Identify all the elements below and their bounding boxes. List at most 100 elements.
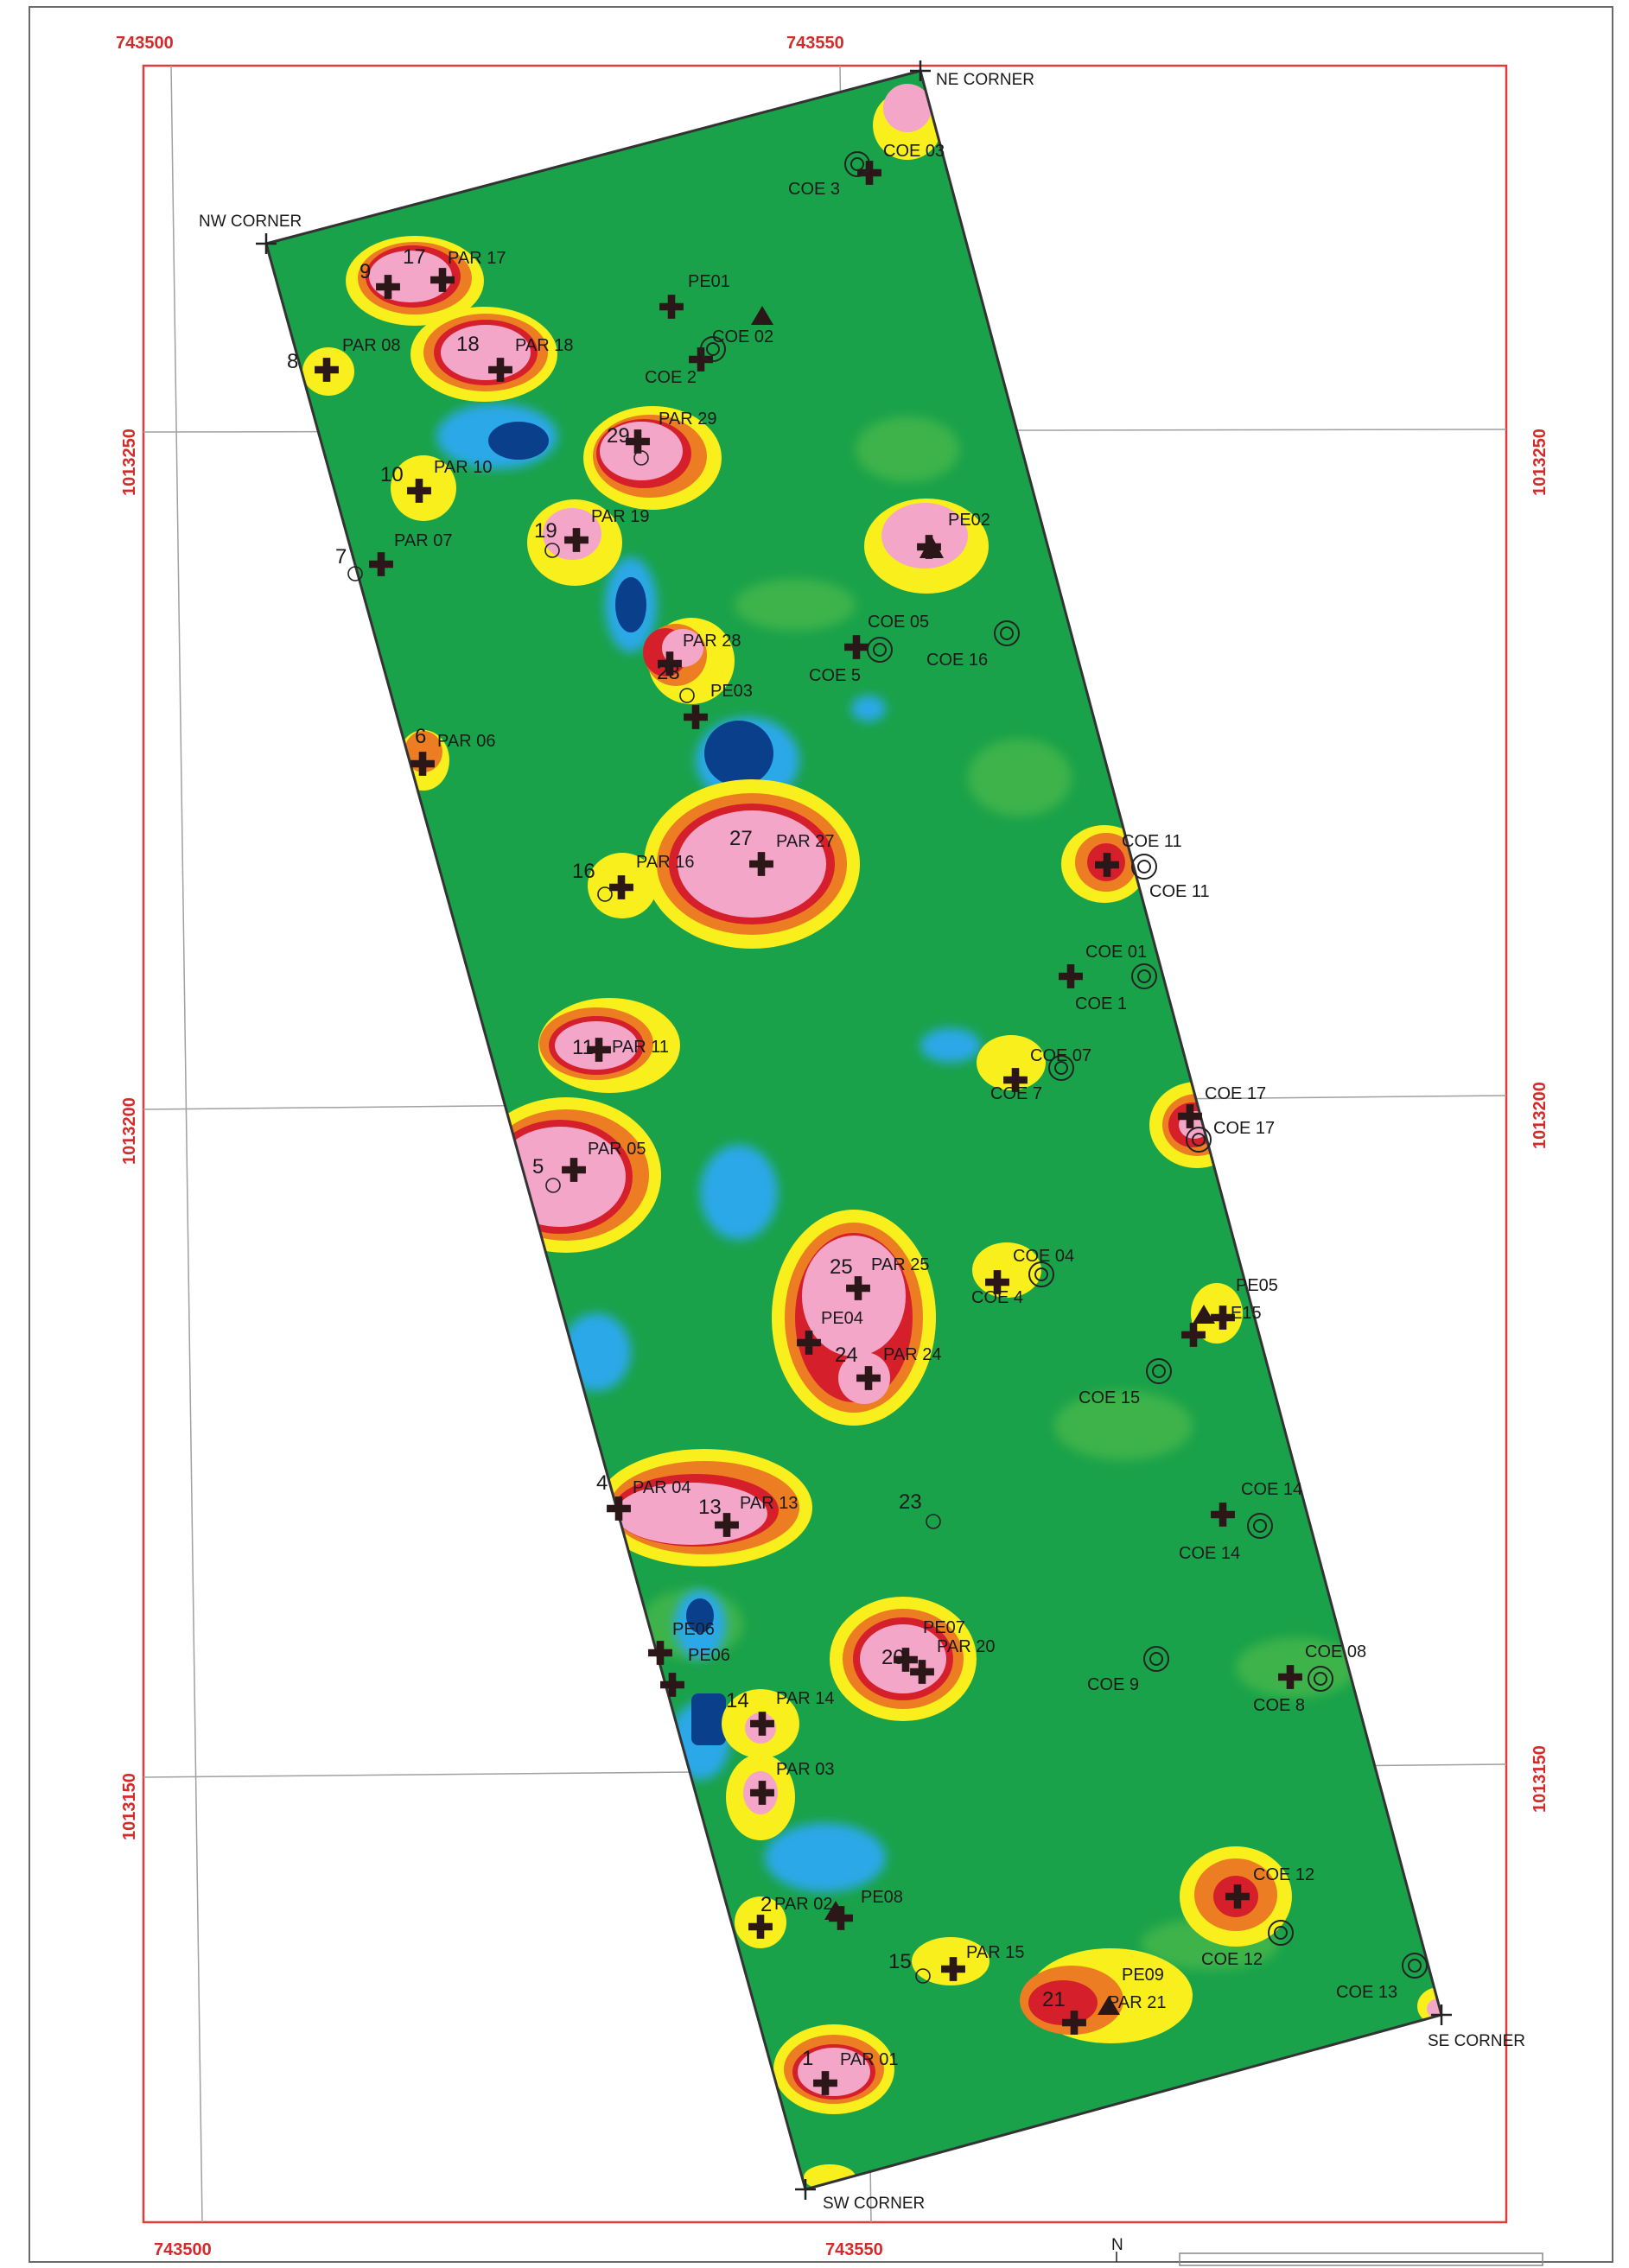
north-arrow: N [1111,2236,1123,2262]
easting-bottom-center: 743550 [825,2240,883,2259]
label-pe09: PE09 [1122,1966,1164,1985]
corner-label-nw: NW CORNER [199,213,302,231]
label-num-20: 20 [881,1646,905,1669]
label-coe-04: COE 04 [1013,1247,1074,1266]
label-par-04: PAR 04 [633,1478,690,1497]
label-pe02: PE02 [948,511,990,530]
label-coe-11-a: COE 11 [1122,832,1182,851]
easting-bottom-left: 743500 [154,2240,212,2259]
label-coe-17-b: COE 17 [1213,1119,1275,1138]
northing-right-1: 1013250 [1530,429,1549,496]
label-par-11: PAR 11 [612,1038,669,1057]
easting-top-center: 743550 [786,34,844,53]
label-coe-16: COE 16 [926,651,988,670]
label-num-10: 10 [380,463,404,486]
northing-right-3: 1013150 [1530,1745,1549,1813]
label-par-01: PAR 01 [840,2050,898,2069]
label-num-4: 4 [596,1471,608,1495]
legend-box-edge [1179,2252,1543,2266]
corner-markers [256,60,1452,2200]
label-coe-2: COE 2 [645,368,697,387]
label-pe07: PE07 [923,1618,965,1637]
label-par-16: PAR 16 [636,853,694,872]
label-par-20: PAR 20 [937,1637,995,1656]
label-coe-1: COE 1 [1075,994,1127,1013]
label-num-9: 9 [360,260,371,283]
label-pe03: PE03 [710,682,753,701]
label-coe-13: COE 13 [1336,1983,1397,2002]
label-coe-01: COE 01 [1085,943,1147,962]
survey-raster [266,71,1441,2189]
northing-left-3: 1013150 [120,1773,139,1840]
corner-label-se: SE CORNER [1428,2032,1525,2050]
label-par-25: PAR 25 [871,1255,929,1274]
label-num-21: 21 [1042,1988,1066,2011]
label-pe01: PE01 [688,272,730,291]
label-par-06: PAR 06 [437,732,495,751]
label-par-07: PAR 07 [394,531,452,550]
label-num-13: 13 [698,1496,722,1519]
label-par-19: PAR 19 [591,507,649,526]
northing-left-1: 1013250 [120,429,139,496]
label-num-23: 23 [899,1490,922,1514]
label-coe-14-a: COE 14 [1241,1480,1302,1499]
label-num-5: 5 [532,1155,544,1178]
easting-top-left: 743500 [116,34,174,53]
label-coe-02: COE 02 [712,327,773,346]
label-num-24: 24 [835,1344,858,1367]
label-num-17: 17 [403,245,426,269]
label-coe-14-b: COE 14 [1179,1544,1240,1563]
label-coe-05: COE 05 [868,613,929,632]
anomaly-halos [302,84,1441,2189]
corner-label-sw: SW CORNER [823,2195,925,2213]
northing-left-2: 1013200 [120,1097,139,1165]
northing-right-2: 1013200 [1530,1082,1549,1149]
label-coe-12-b: COE 12 [1201,1950,1263,1969]
label-pe08: PE08 [861,1888,903,1907]
label-par-14: PAR 14 [776,1689,834,1708]
label-coe-11-b: COE 11 [1149,882,1210,901]
label-num-6: 6 [415,725,426,748]
label-num-7: 7 [335,545,347,569]
label-coe-03: COE 03 [883,142,945,161]
label-num-18: 18 [456,333,480,356]
label-par-02: PAR 02 [774,1895,832,1914]
label-num-16: 16 [572,860,595,883]
label-coe-8: COE 8 [1253,1696,1305,1715]
label-num-8: 8 [287,350,298,373]
label-par-17: PAR 17 [448,249,506,268]
label-coe-15-b: E15 [1231,1304,1262,1323]
corner-label-ne: NE CORNER [936,71,1034,89]
label-pe05: PE05 [1236,1276,1278,1295]
label-coe-08: COE 08 [1305,1642,1366,1661]
markers [315,151,1428,2095]
label-pe06-a: PE06 [672,1620,715,1639]
label-coe-07: COE 07 [1030,1046,1091,1065]
label-num-14: 14 [726,1689,749,1712]
label-coe-15: COE 15 [1079,1388,1140,1407]
page-border [29,6,1613,2263]
label-num-1: 1 [802,2047,813,2070]
label-num-25: 25 [830,1255,853,1279]
label-coe-12-a: COE 12 [1253,1865,1314,1884]
label-pe04: PE04 [821,1309,863,1328]
label-par-15: PAR 15 [966,1943,1024,1962]
label-par-10: PAR 10 [434,458,492,477]
label-par-05: PAR 05 [588,1140,646,1159]
label-par-29: PAR 29 [659,410,716,429]
label-par-21: PAR 21 [1108,1993,1166,2012]
label-par-08: PAR 08 [342,336,400,355]
label-par-28: PAR 28 [683,632,741,651]
label-coe-3: COE 3 [788,180,840,199]
label-num-28: 28 [657,661,680,684]
label-pe06-b: PE06 [688,1646,730,1665]
label-coe-9: COE 9 [1087,1675,1139,1694]
label-coe-4: COE 4 [971,1288,1023,1307]
label-num-15: 15 [888,1950,912,1973]
svg-text:N: N [1111,2236,1123,2254]
label-num-11: 11 [572,1036,594,1059]
label-num-29: 29 [607,424,630,448]
label-par-03: PAR 03 [776,1760,834,1779]
label-par-18: PAR 18 [515,336,573,355]
